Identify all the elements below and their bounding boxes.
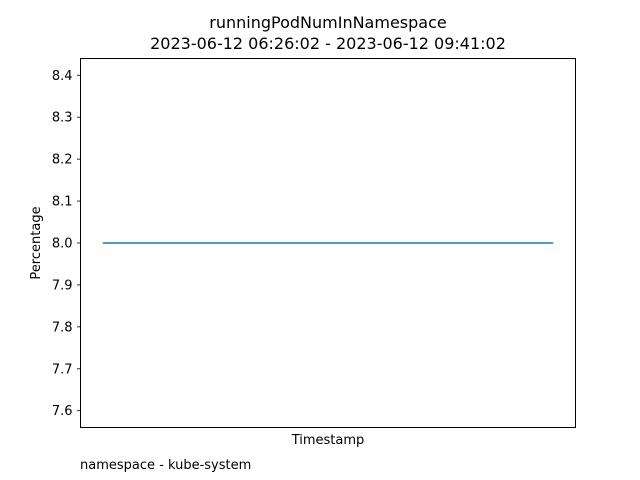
y-axis-label: Percentage	[29, 206, 44, 279]
y-tick-label: 7.6	[52, 404, 73, 419]
y-tick-label: 8.3	[52, 111, 73, 126]
y-tick-label: 8.0	[52, 237, 73, 252]
y-tick-label: 7.8	[52, 320, 73, 335]
y-tick-label: 8.2	[52, 153, 73, 168]
y-tick-label: 8.4	[52, 69, 73, 84]
y-axis-ticks: 7.6 7.7 7.8 7.9 8.0 8.1 8.2 8.3 8.4	[52, 69, 81, 419]
chart-subtitle: 2023-06-12 06:26:02 - 2023-06-12 09:41:0…	[150, 34, 506, 53]
plot-frame	[80, 58, 576, 428]
y-tick-label: 7.7	[52, 362, 73, 377]
y-tick-label: 8.1	[52, 195, 73, 210]
y-tick-label: 7.9	[52, 278, 73, 293]
footnote: namespace - kube-system	[80, 458, 251, 473]
chart-title: runningPodNumInNamespace	[209, 13, 446, 32]
x-axis-label: Timestamp	[291, 433, 365, 448]
